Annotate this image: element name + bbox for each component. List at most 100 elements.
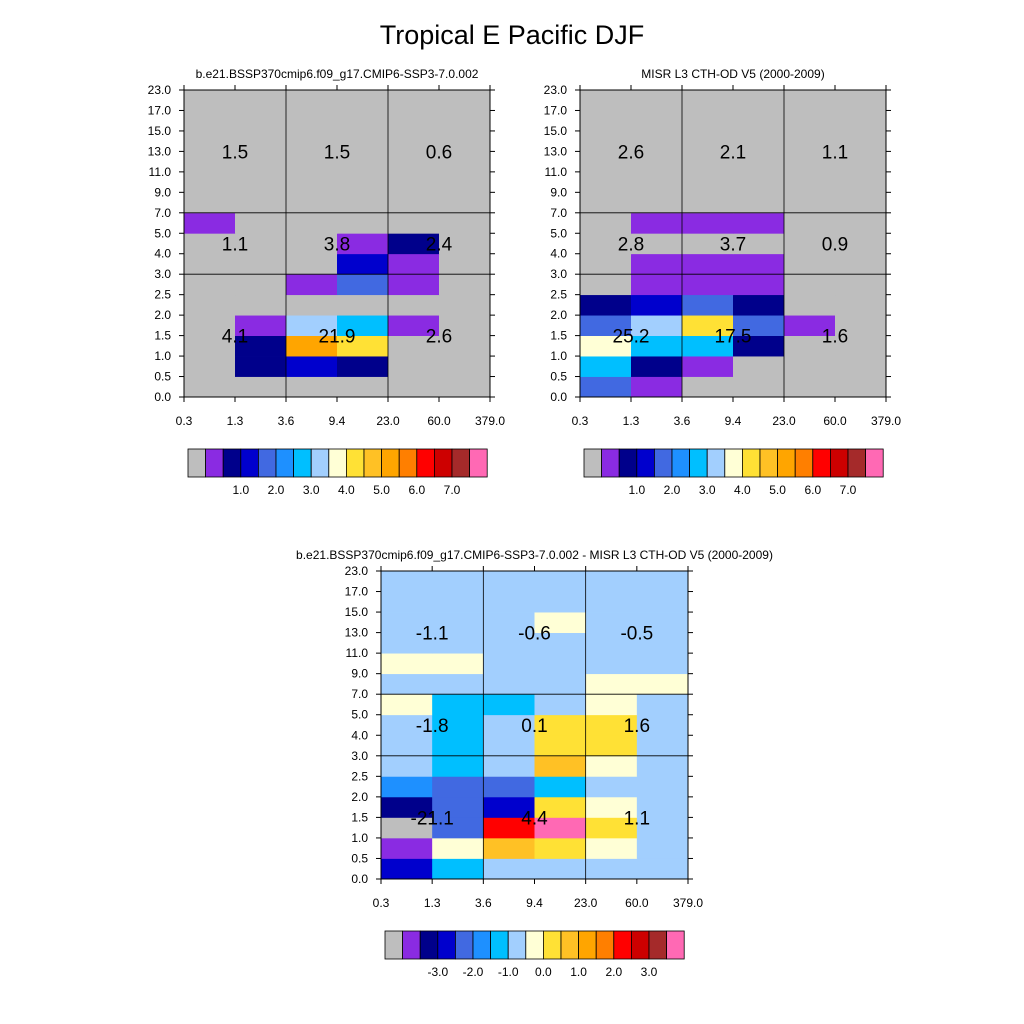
heatmap-cell — [784, 294, 836, 316]
heatmap-cell — [184, 192, 236, 214]
heatmap-cell — [784, 274, 836, 296]
heatmap-cell — [534, 653, 587, 675]
heatmap-cell — [432, 694, 484, 716]
heatmap-cell — [784, 335, 836, 357]
colorbar-label: 5.0 — [769, 483, 786, 497]
heatmap-cell — [784, 376, 836, 398]
heatmap-cell — [534, 735, 587, 757]
group-total-label: 2.6 — [618, 142, 644, 163]
colorbar-label: 1.0 — [628, 483, 645, 497]
heatmap-cell — [682, 274, 734, 296]
heatmap-cell — [784, 233, 836, 255]
group-total-label: -1.1 — [416, 624, 449, 645]
heatmap-cell — [381, 735, 433, 757]
heatmap-cell — [184, 90, 236, 111]
x-tick-label: 60.0 — [823, 414, 847, 428]
heatmap-cell — [483, 735, 535, 757]
heatmap-cell — [733, 356, 785, 377]
heatmap-cell — [733, 110, 785, 132]
x-tick-label: 23.0 — [574, 896, 598, 910]
group-total-label: 3.7 — [720, 235, 746, 256]
colorbar-label: -2.0 — [463, 965, 484, 979]
x-tick-label: 379.0 — [673, 896, 703, 910]
heatmap-cell — [439, 171, 491, 193]
heatmap-cell — [733, 130, 785, 152]
colorbar-label: 2.0 — [605, 965, 622, 979]
heatmap-cell — [184, 315, 236, 336]
heatmap-cell — [337, 376, 389, 398]
x-tick-label: 0.3 — [572, 414, 589, 428]
x-tick-label: 9.4 — [329, 414, 346, 428]
colorbar-swatch — [583, 448, 603, 478]
heatmap-cell — [580, 90, 632, 111]
heatmap-cell — [483, 612, 535, 633]
colorbar-label: 1.0 — [232, 483, 249, 497]
y-tick-label: 1.0 — [550, 349, 567, 363]
heatmap-cell — [286, 130, 338, 152]
group-total-label: 2.6 — [426, 327, 452, 348]
y-tick-label: 13.0 — [345, 626, 369, 640]
heatmap-cell — [432, 714, 484, 736]
heatmap-cell — [636, 571, 689, 592]
heatmap-cell — [439, 110, 491, 132]
heatmap-cell — [784, 90, 836, 111]
heatmap-cell — [432, 673, 484, 695]
heatmap-cell — [439, 151, 491, 173]
heatmap-cell — [585, 858, 638, 880]
heatmap-cell — [835, 376, 887, 398]
y-tick-label: 3.0 — [154, 267, 171, 281]
colorbar-label: 4.0 — [734, 483, 751, 497]
colorbar-label: 2.0 — [664, 483, 681, 497]
heatmap-cell — [835, 274, 887, 296]
heatmap-cell — [580, 376, 632, 398]
heatmap-cell — [286, 212, 338, 234]
y-tick-label: 4.0 — [351, 728, 368, 742]
group-total-label: 0.9 — [822, 235, 848, 256]
y-tick-label: 13.0 — [148, 144, 172, 158]
heatmap-cell — [483, 571, 535, 592]
y-tick-label: 3.0 — [351, 749, 368, 763]
group-total-label: 17.5 — [715, 327, 752, 348]
group-total-label: 0.6 — [426, 142, 452, 163]
heatmap-cell — [388, 130, 440, 152]
heatmap-cell — [381, 694, 433, 716]
heatmap-cell — [580, 233, 632, 255]
heatmap-cell — [580, 192, 632, 214]
group-total-label: -0.6 — [518, 624, 551, 645]
colorbar-label: 5.0 — [373, 483, 390, 497]
colorbar-label: 3.0 — [641, 965, 658, 979]
colorbar-label: 4.0 — [338, 483, 355, 497]
heatmap-cell — [682, 315, 734, 336]
y-tick-label: 17.0 — [148, 103, 172, 117]
y-tick-label: 2.5 — [154, 288, 171, 302]
group-total-label: 1.1 — [822, 142, 848, 163]
heatmap-cell — [235, 212, 287, 234]
x-tick-label: 0.3 — [373, 896, 390, 910]
y-tick-label: 23.0 — [148, 83, 172, 97]
heatmap-cell — [682, 253, 734, 275]
heatmap-cell — [286, 171, 338, 193]
y-tick-label: 7.0 — [154, 206, 171, 220]
heatmap-cell — [631, 151, 683, 173]
y-tick-label: 1.5 — [550, 329, 567, 343]
heatmap-cell — [432, 735, 484, 757]
heatmap-cell — [184, 212, 236, 234]
heatmap-cell — [432, 796, 484, 818]
y-tick-label: 3.0 — [550, 267, 567, 281]
heatmap-cell — [580, 315, 632, 336]
heatmap-cell — [184, 335, 236, 357]
heatmap-cell — [388, 233, 440, 255]
heatmap-cell — [784, 356, 836, 377]
heatmap-cell — [388, 90, 440, 111]
y-tick-label: 15.0 — [544, 124, 568, 138]
heatmap-cell — [381, 817, 433, 839]
heatmap-cell — [235, 110, 287, 132]
heatmap-cell — [483, 858, 535, 880]
heatmap-cell — [631, 171, 683, 193]
heatmap-cell — [184, 274, 236, 296]
heatmap-cell — [534, 837, 587, 859]
heatmap-cell — [286, 90, 338, 111]
heatmap-cell — [733, 171, 785, 193]
heatmap-cell — [388, 274, 440, 296]
